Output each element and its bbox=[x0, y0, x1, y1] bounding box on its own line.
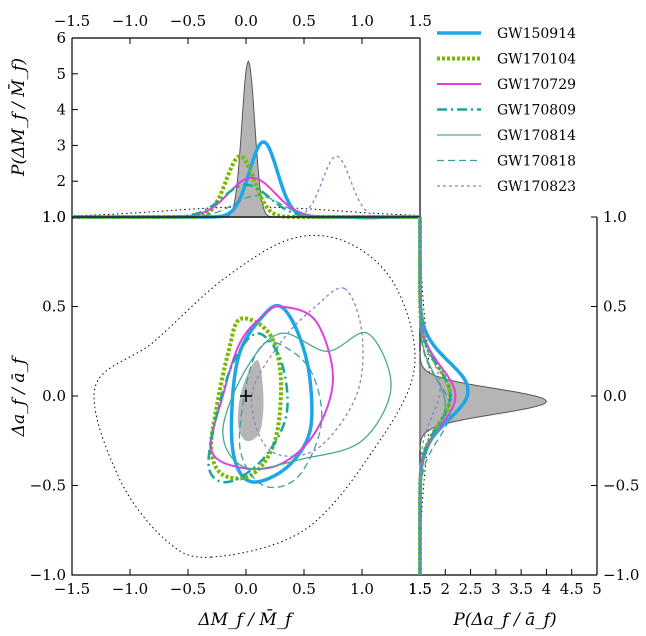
contour-gw170814 bbox=[222, 331, 392, 470]
top-x-tick-label: 1.0 bbox=[350, 12, 374, 30]
legend-label-gw170823: GW170823 bbox=[497, 179, 576, 195]
top-y-tick-label: 2 bbox=[56, 172, 66, 190]
top-x-tick-label: −1.5 bbox=[54, 12, 90, 30]
y-tick-label: 0.5 bbox=[42, 298, 66, 316]
y-tick-label: −1.0 bbox=[30, 566, 66, 584]
legend-label-gw170809: GW170809 bbox=[497, 103, 576, 119]
top-combined-curve bbox=[222, 60, 276, 218]
contour-gw150914 bbox=[229, 303, 314, 484]
prior-contour bbox=[93, 234, 416, 558]
top-x-tick-label: 0.0 bbox=[234, 12, 258, 30]
top-y-tick-label: 4 bbox=[56, 101, 66, 119]
right-x-tick-label: 4 bbox=[542, 580, 552, 598]
contour-gw170818 bbox=[238, 340, 323, 489]
top-x-tick-label: 0.5 bbox=[292, 12, 316, 30]
y-tick-label: 0.0 bbox=[42, 387, 66, 405]
right-x-tick-label: 2.5 bbox=[459, 580, 483, 598]
right-marginal-panel: −1.0 −0.5 0.0 0.5 1.0 1.5 2 2.5 3 3.5 4 4.5 5 bbox=[408, 208, 639, 598]
x-tick-label: 1.0 bbox=[350, 580, 374, 598]
top-x-tick-label: 1.5 bbox=[408, 12, 432, 30]
right-marginal-gw170809 bbox=[418, 217, 452, 575]
x-axis-label: ΔM_f / M̄_f bbox=[197, 608, 294, 630]
right-x-tick-label: 1.5 bbox=[408, 580, 432, 598]
right-x-tick-label: 4.5 bbox=[560, 580, 584, 598]
top-y-tick-label: 5 bbox=[56, 65, 66, 83]
right-y-tick-label: 0.0 bbox=[603, 387, 627, 405]
legend-label-gw170104: GW170104 bbox=[497, 52, 576, 68]
right-x-tick-label: 5 bbox=[592, 580, 602, 598]
right-y-tick-label: −1.0 bbox=[603, 566, 639, 584]
right-y-tick-label: 1.0 bbox=[603, 208, 627, 226]
right-y-tick-label: 0.5 bbox=[603, 298, 627, 316]
top-x-tick-label: −1.0 bbox=[112, 12, 148, 30]
x-tick-label: −0.5 bbox=[170, 580, 206, 598]
right-x-tick-label: 3.5 bbox=[509, 580, 533, 598]
y-tick-label: −0.5 bbox=[30, 477, 66, 495]
top-y-tick-label: 3 bbox=[56, 136, 66, 154]
x-tick-label: 0.0 bbox=[234, 580, 258, 598]
right-combined-curve bbox=[419, 351, 548, 451]
y-axis-label: Δa_f / ā_f bbox=[9, 355, 29, 437]
legend: GW150914 GW170104 GW170729 GW170809 GW170814… bbox=[437, 26, 576, 195]
x-tick-label: −1.0 bbox=[112, 580, 148, 598]
top-y-tick-label: 1.0 bbox=[42, 208, 66, 226]
right-y-tick-label: −0.5 bbox=[603, 477, 639, 495]
right-x-axis-label: P(Δa_f / ā_f) bbox=[452, 610, 556, 630]
main-contour-panel: −1.5 −1.0 −0.5 0.0 0.5 1.0 1.5−1.0−0.50.00.51.… bbox=[30, 208, 432, 598]
top-y-tick-label: 6 bbox=[56, 29, 66, 47]
contour-gw170823 bbox=[250, 287, 364, 458]
y-tick-label: 1.0 bbox=[42, 208, 66, 226]
top-x-tick-label: −0.5 bbox=[170, 12, 206, 30]
right-marginal-gw170818 bbox=[419, 217, 451, 575]
legend-label-gw170729: GW170729 bbox=[497, 77, 576, 93]
top-marginal-panel: −1.5 −1.0 −0.5 0.0 0.5 1.0 1.5 1.0 2 3 4 5 6 bbox=[42, 12, 432, 226]
x-tick-label: 1.5 bbox=[408, 580, 432, 598]
right-x-tick-label: 3 bbox=[491, 580, 501, 598]
contour-gw170809 bbox=[207, 332, 289, 484]
x-tick-label: −1.5 bbox=[54, 580, 90, 598]
top-y-axis-label: P(ΔM_f / M̄_f) bbox=[7, 58, 29, 177]
x-tick-label: 0.5 bbox=[292, 580, 316, 598]
legend-label-gw150914: GW150914 bbox=[497, 26, 576, 42]
right-marginal-gw170823 bbox=[419, 217, 441, 575]
legend-label-gw170814: GW170814 bbox=[497, 128, 576, 144]
combined-region bbox=[237, 360, 264, 442]
legend-label-gw170818: GW170818 bbox=[497, 154, 576, 170]
right-x-tick-label: 2 bbox=[441, 580, 451, 598]
contour-gw170729 bbox=[209, 305, 335, 471]
